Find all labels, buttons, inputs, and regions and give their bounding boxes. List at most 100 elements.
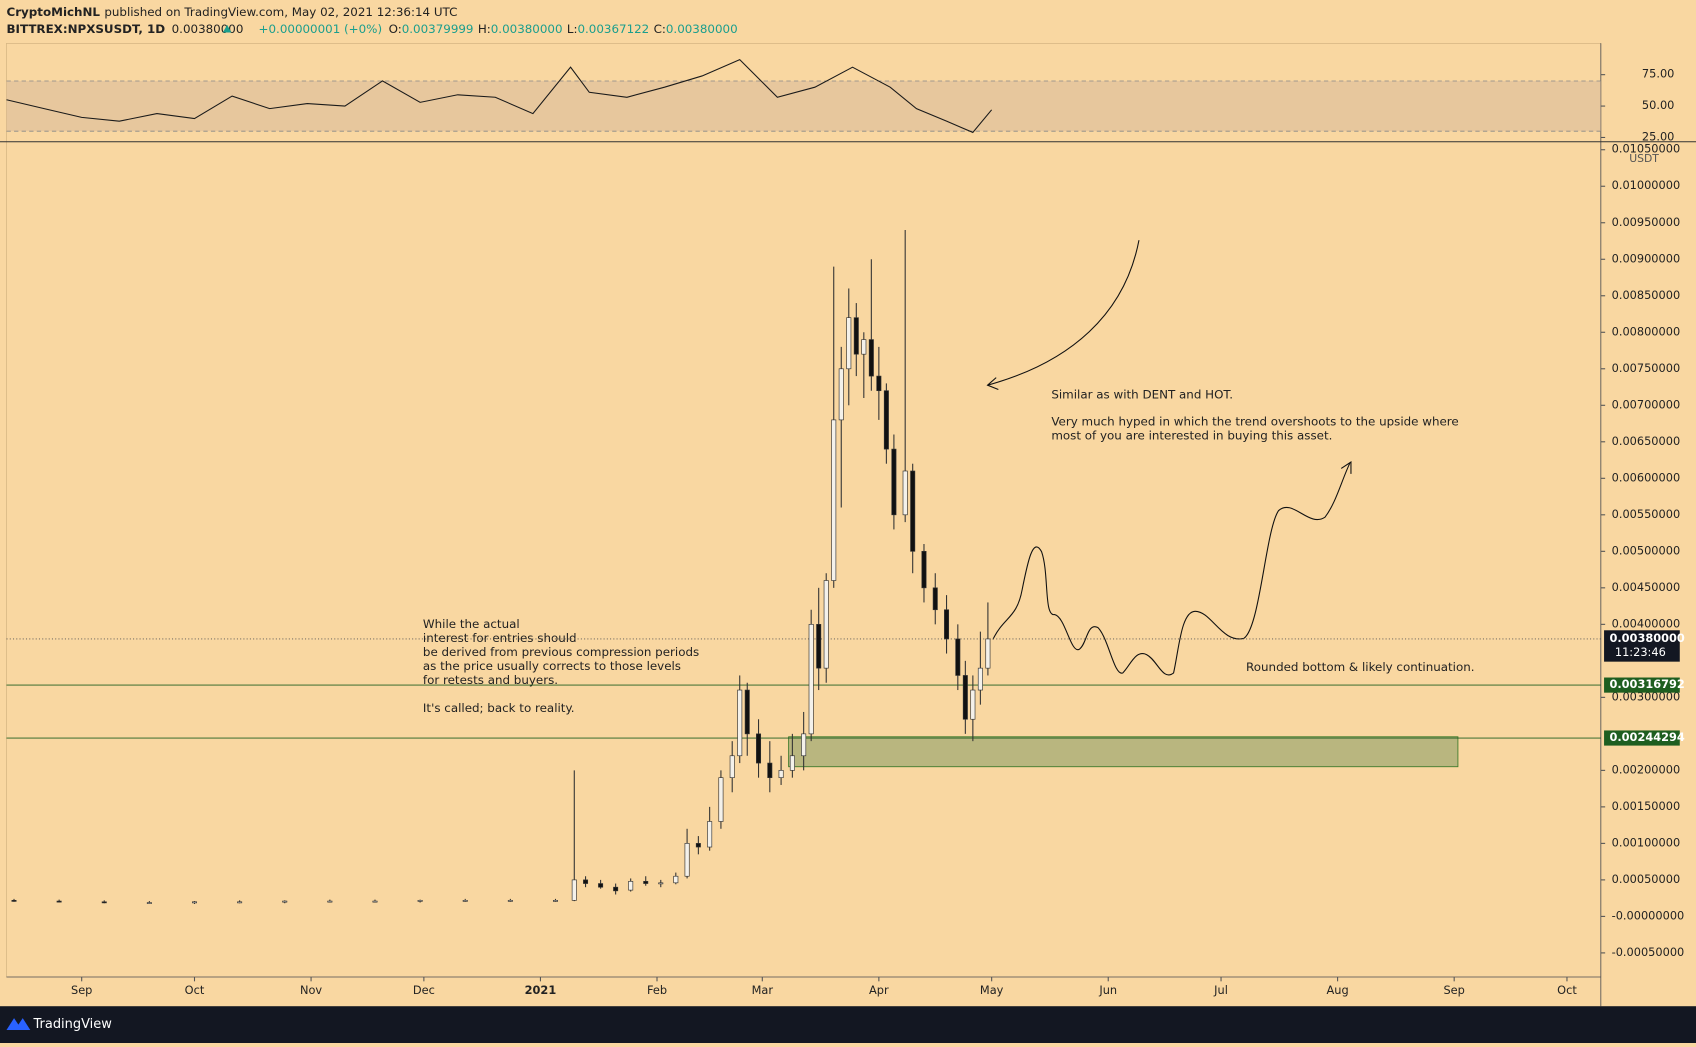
annotation: Rounded bottom & likely continuation. [1246, 660, 1475, 674]
candle-body [816, 624, 822, 669]
candle-body [902, 470, 908, 516]
price-label: 0.00244294 [1609, 730, 1684, 744]
y-tick-label: 0.00300000 [1612, 689, 1681, 703]
candle-body [831, 419, 837, 581]
x-tick-label: May [980, 983, 1004, 997]
annotation: be derived from previous compression per… [423, 645, 699, 659]
x-tick-label: Nov [300, 983, 322, 997]
last-price-box [1604, 630, 1680, 662]
candle-body [838, 368, 844, 421]
price-label-box [1604, 677, 1680, 693]
x-tick-label: Jul [1213, 983, 1228, 997]
candle-body [729, 755, 735, 778]
candle-body [583, 879, 589, 884]
candle-body [962, 675, 968, 720]
arrow-head [986, 377, 999, 391]
candle-body [372, 900, 378, 903]
y-tick-label: 0.00150000 [1612, 799, 1681, 813]
y-tick-label: 0.00700000 [1612, 397, 1681, 411]
y-tick-label: 0.00600000 [1612, 470, 1681, 484]
high: 0.00380000 [491, 22, 563, 36]
candle-body [970, 689, 976, 720]
candle-body [876, 375, 882, 392]
candle-body [684, 843, 690, 877]
logo[interactable] [6, 1018, 31, 1031]
candle-body [718, 777, 724, 822]
rsi-line [6, 58, 993, 134]
y-tick-label: 0.00650000 [1612, 434, 1681, 448]
countdown: 11:23:46 [1615, 645, 1666, 659]
candle-body [767, 762, 773, 778]
drawn-arrow [987, 240, 1140, 386]
candle-body [944, 609, 950, 640]
candle-body [891, 448, 897, 516]
y-tick-label: 0.00750000 [1612, 361, 1681, 375]
candle-body [571, 879, 577, 901]
header-line-1: CryptoMichNL published on TradingView.com… [6, 4, 457, 18]
h-label: H: [478, 22, 491, 36]
x-tick-label: Sep [1443, 983, 1464, 997]
x-tick-label: Oct [185, 983, 205, 997]
y-tick-label: 0.00050000 [1612, 872, 1681, 886]
candle-body [955, 638, 961, 676]
symbol: BITTREX:NPXSUSDT, 1D [6, 22, 165, 36]
currency: USDT [1629, 152, 1659, 165]
candle-body [613, 886, 619, 892]
y-tick-label: 75.00 [1642, 67, 1674, 81]
y-tick-label: 0.00850000 [1612, 288, 1681, 302]
candle-body [101, 901, 107, 904]
candle-body [756, 733, 762, 764]
annotation: for retests and buyers. [423, 673, 558, 687]
y-tick-label: 0.00900000 [1612, 251, 1681, 265]
candle-body [643, 881, 649, 884]
candle-body [237, 901, 243, 904]
candle-body [327, 900, 333, 903]
candle-body [932, 587, 938, 611]
change: +0.00000001 (+0%) [259, 22, 383, 36]
candle-body [744, 689, 750, 735]
annotation: as the price usually corrects to those l… [423, 659, 681, 673]
candle-body [462, 900, 468, 902]
rsi-band [6, 80, 1601, 132]
annotation: Similar as with DENT and HOT. [1051, 387, 1233, 401]
y-tick-label: 25.00 [1642, 129, 1674, 143]
price-label-box [1604, 730, 1680, 746]
y-tick-label: 0.00450000 [1612, 580, 1681, 594]
y-tick-label: -0.00000000 [1612, 908, 1685, 922]
annotation: While the actual [423, 617, 520, 631]
brand[interactable]: TradingView [33, 1017, 113, 1032]
candle-body [598, 883, 604, 888]
candle-body [846, 317, 852, 370]
open: 0.00379999 [402, 22, 474, 36]
projection-path [992, 462, 1351, 676]
x-tick-label: Aug [1327, 983, 1349, 997]
annotation: interest for entries should [423, 631, 577, 645]
c-label: C: [654, 22, 666, 36]
x-tick-label: 2021 [525, 983, 557, 997]
candle-body [778, 770, 784, 778]
y-tick-label: 0.01050000 [1612, 142, 1681, 156]
y-tick-label: 0.00950000 [1612, 215, 1681, 229]
candle-body [282, 900, 288, 903]
up-arrow [222, 24, 232, 33]
candle-body [507, 900, 513, 902]
candle-body [801, 733, 807, 757]
arrow-head [1340, 460, 1352, 474]
candle-body [861, 339, 867, 355]
x-tick-label: Sep [71, 983, 92, 997]
x-tick-label: Dec [413, 983, 435, 997]
plot-area [6, 43, 1602, 978]
last: 0.00380000 [172, 22, 244, 36]
candle-body [628, 881, 634, 891]
candle-body [658, 882, 664, 885]
x-tick-label: Jun [1098, 983, 1117, 997]
candle-body [146, 902, 152, 904]
candle-body [789, 755, 795, 771]
candle-body [868, 339, 874, 377]
candle-body [673, 875, 679, 884]
o-label: O: [389, 22, 402, 36]
candle-body [921, 550, 927, 589]
footer [0, 1006, 1696, 1043]
y-tick-label: 0.00800000 [1612, 324, 1681, 338]
